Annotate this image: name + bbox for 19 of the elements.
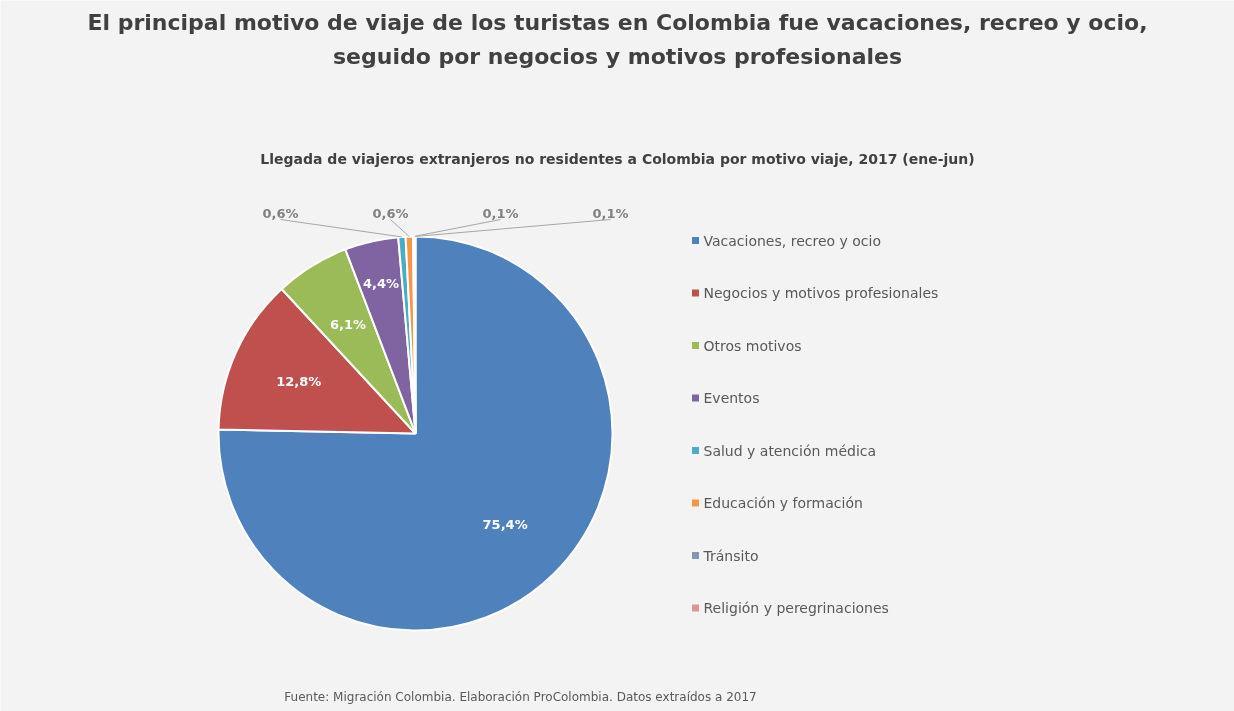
data-label: 75,4% — [482, 517, 528, 533]
chart-subtitle: Llegada de viajeros extranjeros no residentes a Colombia por motivo viaje, 2017 (ene-jun) — [260, 150, 975, 167]
legend-label: Salud y atención médica — [703, 442, 877, 459]
source-note: Fuente: Migración Colombia. Elaboración ProColombia. Datos extraídos a 2017 — [284, 689, 757, 704]
legend-label: Religión y peregrinaciones — [703, 600, 889, 616]
data-label: 0,6% — [262, 206, 299, 221]
legend-label: Educación y formación — [703, 495, 863, 511]
data-label: 12,8% — [276, 373, 322, 389]
legend-label: Eventos — [703, 390, 760, 406]
legend-label: Otros motivos — [703, 337, 802, 354]
legend-label: Tránsito — [702, 547, 759, 564]
legend-label: Negocios y motivos profesionales — [703, 285, 939, 301]
data-label: 0,1% — [592, 206, 629, 221]
data-label: 4,4% — [363, 276, 400, 292]
data-label: 0,6% — [372, 206, 409, 221]
chart-title: El principal motivo de viaje de los turistas en Colombia fue vacaciones, recreo y ocio, seguido por negocios y motivos profesionales — [87, 10, 1148, 69]
legend-label: Vacaciones, recreo y ocio — [703, 232, 881, 249]
data-label: 6,1% — [329, 317, 366, 333]
data-label: 0,1% — [482, 206, 519, 221]
